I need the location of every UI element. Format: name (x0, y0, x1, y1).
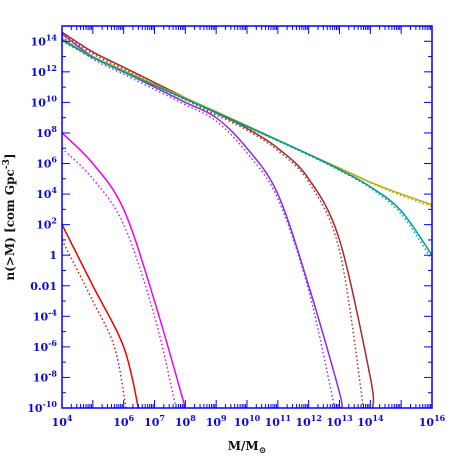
y-tick-labels: 10141012101010810610410210.0110-410-610-… (27, 32, 57, 415)
x-tick-label-base: 10 (419, 416, 435, 429)
series-line-8-dotted (62, 33, 365, 408)
x-tick-label-exponent: 14 (372, 413, 384, 423)
y-tick-label-exponent: 12 (46, 63, 57, 73)
y-tick-label-exponent: 8 (51, 124, 57, 134)
x-tick-label-exponent: 10 (249, 413, 261, 423)
x-tick-label-exponent: 4 (67, 413, 73, 423)
y-tick-label-base: 10 (36, 158, 52, 171)
x-tick-label: 1013 (326, 413, 353, 429)
x-tick-label-exponent: 16 (434, 413, 446, 423)
x-tick-label-exponent: 12 (311, 413, 322, 423)
y-tick-label: 108 (36, 124, 57, 140)
y-tick-label: 1014 (31, 32, 58, 48)
x-tick-label: 1016 (419, 413, 446, 429)
y-tick-label-base: 10 (33, 310, 49, 323)
x-tick-label-exponent: 8 (190, 413, 196, 423)
x-axis-title-subscript: ⊙ (259, 446, 267, 456)
y-tick-label-base: 10 (31, 96, 47, 109)
x-tick-label: 107 (144, 413, 165, 429)
y-tick-label-base: 10 (33, 341, 49, 354)
x-tick-label-exponent: 13 (342, 413, 354, 423)
y-tick-label: 1012 (31, 63, 57, 79)
series-line-6-dotted (62, 36, 336, 408)
y-tick-label-exponent: 10 (46, 93, 58, 103)
y-tick-label-base: 10 (27, 402, 43, 415)
y-tick-label-base: 10 (31, 66, 47, 79)
y-axis-title-close: ] (3, 153, 17, 159)
y-tick-label: 10-8 (33, 368, 58, 384)
x-tick-label: 106 (113, 413, 134, 429)
y-tick-label-base: 10 (36, 188, 52, 201)
y-axis-title-main: n(>M) [com Gpc (3, 169, 17, 280)
y-tick-label-exponent: 6 (51, 155, 57, 165)
y-tick-label-exponent: -8 (48, 368, 57, 378)
y-tick-label: 1 (49, 249, 57, 262)
plot-frame (61, 25, 433, 409)
y-tick-label-base: 0.01 (30, 280, 57, 293)
y-tick-label-exponent: 14 (46, 32, 58, 42)
x-tick-label-exponent: 11 (280, 413, 291, 423)
x-tick-label: 1010 (234, 413, 261, 429)
x-tick-label-exponent: 7 (159, 413, 165, 423)
x-tick-label-base: 10 (175, 416, 191, 429)
x-tick-label: 109 (206, 413, 227, 429)
x-tick-label: 1014 (357, 413, 384, 429)
series-line-7-solid (62, 31, 375, 408)
y-tick-label-base: 10 (31, 35, 47, 48)
y-axis-title: n(>M) [com Gpc-3] (2, 153, 17, 280)
x-tick-label-base: 10 (144, 416, 160, 429)
y-tick-label-exponent: 2 (51, 216, 57, 226)
y-tick-label-base: 10 (33, 371, 49, 384)
series-line-4-dotted (62, 147, 177, 408)
y-tick-label-base: 10 (36, 127, 52, 140)
y-tick-label: 102 (36, 216, 57, 232)
x-tick-label: 108 (175, 413, 196, 429)
series-line-3-solid (62, 132, 187, 408)
y-tick-label: 10-4 (33, 307, 58, 323)
x-tick-label-base: 10 (113, 416, 129, 429)
y-tick-label: 0.01 (30, 280, 57, 293)
x-tick-label-base: 10 (357, 416, 373, 429)
y-tick-label: 1010 (31, 93, 58, 109)
y-tick-label: 104 (36, 185, 57, 201)
x-tick-label-base: 10 (206, 416, 222, 429)
y-tick-label-base: 10 (36, 219, 52, 232)
x-tick-label-base: 10 (265, 416, 281, 429)
x-axis-title: M/M⊙ (228, 439, 267, 456)
series-line-5-solid (62, 33, 343, 408)
y-axis-title-superscript: -3 (2, 159, 12, 169)
series-layer (62, 31, 432, 408)
y-tick-label-exponent: -6 (48, 338, 57, 348)
series-line-1-solid (62, 224, 140, 408)
series-line-12-dotted (62, 40, 432, 261)
y-tick-label-exponent: -10 (43, 399, 58, 409)
x-tick-label: 1011 (265, 413, 291, 429)
y-tick-label-exponent: 4 (51, 185, 57, 195)
series-line-2-dotted (62, 239, 127, 408)
y-tick-label-exponent: -4 (48, 307, 57, 317)
y-tick-label: 10-6 (33, 338, 58, 354)
x-tick-label-base: 10 (295, 416, 311, 429)
y-tick-label-base: 1 (49, 249, 57, 262)
y-tick-label: 106 (36, 155, 57, 171)
x-tick-label-exponent: 6 (129, 413, 135, 423)
y-tick-label: 10-10 (27, 399, 57, 415)
x-tick-labels: 104 106 107 108 109 1010 1011 1012 1013 1014 1016 (52, 413, 446, 429)
tick-layer (61, 25, 433, 409)
x-tick-label-exponent: 9 (221, 413, 227, 423)
x-axis-title-main: M/M (228, 439, 259, 453)
x-tick-label: 104 (52, 413, 73, 429)
x-tick-label-base: 10 (326, 416, 342, 429)
x-tick-label: 1012 (295, 413, 321, 429)
x-tick-label-base: 10 (52, 416, 68, 429)
x-tick-label-base: 10 (234, 416, 250, 429)
